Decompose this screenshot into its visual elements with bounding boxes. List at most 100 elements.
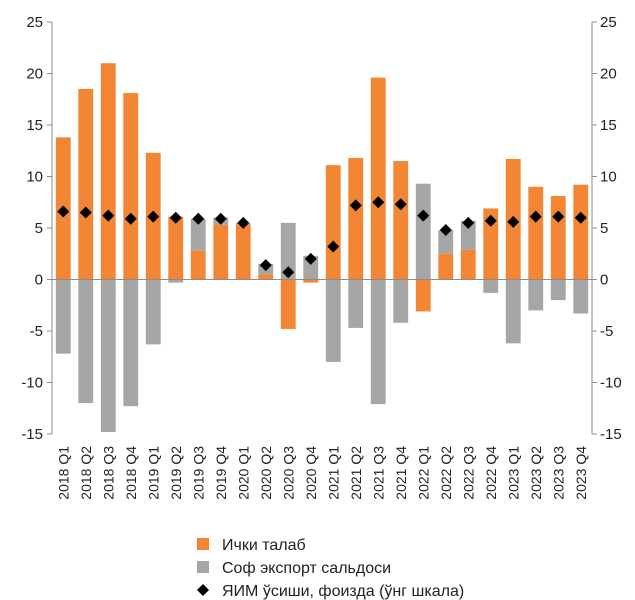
right-tick-label: -5 [600,323,613,340]
x-tick-label: 2021 Q1 [325,446,341,500]
legend-item-net-exports: Соф экспорт сальдоси [197,560,391,577]
x-tick-label: 2023 Q1 [505,446,521,500]
x-tick-label: 2023 Q4 [573,446,589,500]
bar-net-exports [190,218,206,251]
markers-layer [57,196,587,279]
gdp-growth-marker [237,216,250,229]
bar-net-exports [393,279,409,323]
bar-domestic-demand [528,186,544,280]
x-tick-label: 2018 Q1 [55,446,71,500]
legend-item-domestic-demand: Ички талаб [197,537,306,554]
bar-net-exports [100,279,116,432]
left-tick-label: -5 [30,323,43,340]
bar-domestic-demand [78,88,94,280]
gdp-growth-marker [484,214,497,227]
legend-label-domestic-demand: Ички талаб [222,537,306,554]
bar-domestic-demand [190,250,206,280]
x-tick-label: 2020 Q1 [235,446,251,500]
axes-layer [47,21,597,435]
bar-net-exports [303,255,319,280]
gdp-growth-marker [574,211,587,224]
bar-net-exports [573,279,589,314]
x-tick-label: 2018 Q4 [123,446,139,500]
bar-net-exports [78,279,94,404]
gdp-growth-marker [507,215,520,228]
right-axis-ticks: -15 -10 -5 0 5 10 15 20 25 [600,14,622,443]
x-tick-label: 2022 Q1 [415,446,431,500]
x-tick-label: 2020 Q2 [258,446,274,500]
left-tick-label: 15 [26,117,43,134]
bar-net-exports [438,230,454,254]
x-tick-label: 2018 Q3 [100,446,116,500]
left-tick-label: -10 [21,375,43,392]
bar-domestic-demand [393,161,409,280]
bar-net-exports [483,279,499,293]
x-tick-label: 2019 Q3 [190,446,206,500]
x-tick-label: 2019 Q1 [145,446,161,500]
left-axis-ticks: -15 -10 -5 0 5 10 15 20 25 [21,14,43,443]
bar-net-exports [348,279,364,328]
left-tick-label: 0 [35,272,43,289]
left-tick-label: 5 [35,220,43,237]
bar-net-exports [325,279,341,362]
bars-layer [55,63,589,432]
bar-net-exports [415,183,431,280]
bar-net-exports [550,279,566,301]
x-tick-label: 2023 Q2 [528,446,544,500]
gdp-growth-marker [304,252,317,265]
bar-domestic-demand [213,224,229,280]
legend-swatch-domestic-demand [197,538,209,550]
bar-net-exports [505,279,521,344]
gdp-growth-marker [169,211,182,224]
right-tick-label: 10 [600,169,617,186]
right-tick-label: 25 [600,14,617,31]
left-tick-label: -15 [21,426,43,443]
right-tick-label: 15 [600,117,617,134]
x-tick-label: 2021 Q3 [370,446,386,500]
gdp-growth-marker [282,266,295,279]
gdp-growth-marker [57,205,70,218]
x-axis-ticks: 2018 Q1 2018 Q2 2018 Q3 2018 Q4 2019 Q1 2019 … [55,446,589,500]
x-tick-label: 2023 Q3 [550,446,566,500]
legend-marker-gdp-growth [197,584,209,596]
bar-domestic-demand [325,165,341,280]
legend-label-net-exports: Соф экспорт сальдоси [222,560,391,577]
gdp-growth-marker [147,210,160,223]
legend-label-gdp-growth: ЯИМ ўсиши, фоизда (ўнг шкала) [222,583,464,600]
bar-domestic-demand [280,279,296,329]
gdp-growth-marker [417,209,430,222]
x-tick-label: 2020 Q4 [303,446,319,500]
bar-net-exports [168,279,184,283]
right-tick-label: 20 [600,66,617,83]
x-tick-label: 2019 Q4 [213,446,229,500]
right-tick-label: -10 [600,375,622,392]
bar-domestic-demand [370,77,386,280]
x-tick-label: 2022 Q3 [460,446,476,500]
bar-net-exports [460,220,476,250]
gdp-growth-marker [192,212,205,225]
gdp-growth-marker [259,259,272,272]
right-tick-label: -15 [600,426,622,443]
gdp-growth-marker [462,216,475,229]
bar-domestic-demand [303,279,319,283]
x-tick-label: 2022 Q4 [483,446,499,500]
bar-domestic-demand [415,279,431,312]
gdp-growth-marker [79,206,92,219]
bar-domestic-demand [460,249,476,280]
bar-domestic-demand [348,157,364,280]
x-tick-label: 2022 Q2 [438,446,454,500]
right-tick-label: 0 [600,272,608,289]
gdp-growth-marker [214,212,227,225]
gdp-growth-marker [529,210,542,223]
bar-domestic-demand [550,196,566,280]
bar-net-exports [280,222,296,280]
bar-net-exports [145,279,161,345]
x-tick-label: 2020 Q3 [280,446,296,500]
bar-domestic-demand [235,224,251,280]
bar-domestic-demand [438,253,454,280]
bar-net-exports [528,279,544,311]
legend: Ички талаб Соф экспорт сальдоси ЯИМ ўсиш… [197,537,464,600]
x-tick-label: 2018 Q2 [78,446,94,500]
right-tick-label: 5 [600,220,608,237]
